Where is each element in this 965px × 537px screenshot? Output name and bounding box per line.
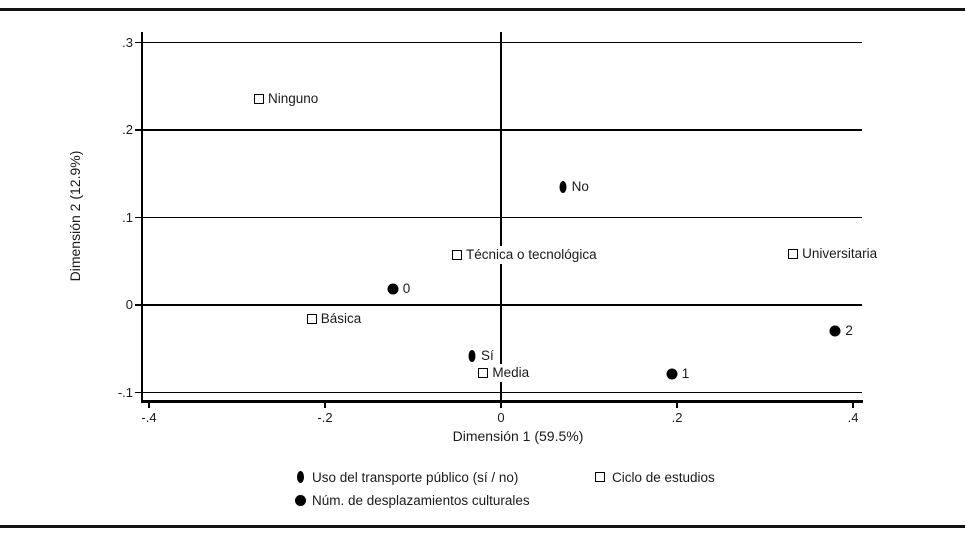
square-point-marker — [452, 250, 462, 261]
legend-label-transporte: Uso del transporte público (sí / no) — [312, 469, 519, 485]
y-tick-label: .2 — [122, 122, 133, 137]
h-gridline — [142, 129, 862, 131]
y-tick — [135, 391, 142, 394]
y-tick — [135, 129, 142, 131]
square-marker-icon — [595, 472, 605, 482]
x-tick — [676, 402, 678, 408]
h-gridline — [142, 216, 862, 219]
x-tick — [324, 402, 326, 408]
legend-label-desplazamientos: Núm. de desplazamientos culturales — [312, 492, 530, 508]
x-tick-label: 0 — [497, 410, 505, 425]
zero-reference-line — [500, 32, 502, 402]
y-tick — [135, 216, 142, 219]
legend-item-ciclo: Ciclo de estudios — [593, 470, 715, 485]
point-label: 0 — [401, 280, 412, 299]
circle-point-marker — [387, 283, 399, 295]
x-tick-label: -.4 — [141, 410, 157, 425]
point-label: Sí — [479, 346, 495, 365]
legend-marker-slot — [293, 494, 307, 506]
legend-row-1: Uso del transporte público (sí / no) Cic… — [293, 468, 715, 486]
legend-marker-slot — [293, 471, 307, 483]
legend-label-ciclo: Ciclo de estudios — [612, 469, 715, 485]
point-label: 1 — [680, 365, 691, 384]
square-point-marker — [254, 93, 264, 104]
square-point-marker — [306, 314, 317, 324]
point-label: Universitaria — [801, 245, 879, 264]
y-tick-label: .3 — [122, 34, 133, 50]
x-tick — [852, 402, 854, 408]
square-point-marker — [478, 368, 489, 379]
circle-marker-icon — [294, 494, 306, 506]
plot-area: .3 .2 .1 0 -.1 -.4 -.2 0 .2 .4 No Sí Ninguno Técnica … — [118, 32, 879, 425]
x-axis-title: Dimensión 1 (59.5%) — [452, 428, 584, 444]
point-label: Básica — [319, 310, 363, 328]
legend-marker-slot — [593, 472, 607, 482]
top-rule — [0, 8, 965, 11]
y-tick — [135, 304, 142, 306]
point-label: Media — [491, 364, 531, 383]
x-tick-label: -.2 — [317, 410, 333, 425]
circle-point-marker — [829, 325, 841, 337]
x-tick — [148, 402, 150, 408]
y-axis-title: Dimensión 2 (12.9%) — [67, 150, 83, 282]
point-label: 2 — [844, 322, 854, 341]
h-gridline — [142, 391, 862, 394]
h-gridline — [142, 304, 862, 306]
h-gridline — [142, 41, 862, 44]
ellipse-point-marker — [468, 349, 476, 362]
ellipse-point-marker — [559, 180, 567, 193]
x-tick-label: .2 — [671, 410, 683, 425]
x-axis-line — [141, 400, 863, 403]
square-point-marker — [788, 249, 799, 260]
y-tick-label: 0 — [125, 297, 133, 312]
y-tick — [135, 41, 142, 44]
ellipse-marker-icon — [296, 471, 304, 483]
x-tick — [500, 402, 502, 408]
point-label: Técnica o tecnológica — [465, 246, 598, 265]
legend: Uso del transporte público (sí / no) Cic… — [293, 468, 715, 514]
point-label: Ninguno — [267, 89, 320, 108]
y-tick-label: .1 — [122, 209, 133, 225]
circle-point-marker — [666, 368, 678, 380]
x-tick-label: .4 — [847, 410, 859, 425]
point-label: No — [570, 177, 590, 196]
y-tick-label: -.1 — [117, 384, 133, 400]
legend-row-2: Núm. de desplazamientos culturales — [293, 491, 715, 509]
y-axis-line — [141, 32, 143, 402]
legend-item-transporte: Uso del transporte público (sí / no) — [293, 470, 593, 485]
bottom-rule — [0, 525, 965, 528]
legend-item-desplazamientos: Núm. de desplazamientos culturales — [293, 493, 530, 508]
